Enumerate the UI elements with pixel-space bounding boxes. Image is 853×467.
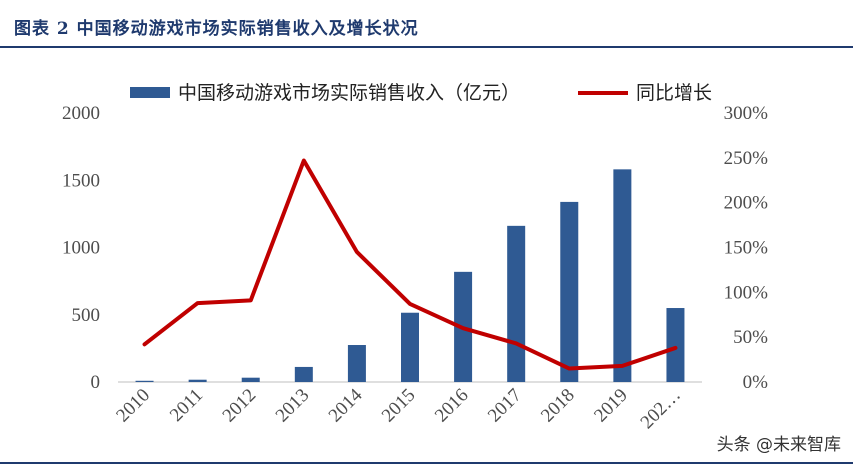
- bottom-rule: [0, 462, 853, 464]
- growth-point: [409, 303, 411, 305]
- growth-line-series: [142, 158, 678, 371]
- legend-line-label: 同比增长: [636, 82, 712, 104]
- bar: [347, 345, 366, 382]
- bar: [560, 201, 579, 382]
- bar: [666, 308, 685, 382]
- x-tick-label: 202…: [637, 385, 685, 433]
- legend-bar-label: 中国移动游戏市场实际销售收入（亿元）: [178, 82, 520, 104]
- bar: [188, 379, 207, 382]
- legend: 中国移动游戏市场实际销售收入（亿元） 同比增长: [130, 82, 712, 104]
- growth-point: [674, 347, 676, 349]
- y-right-tick-label: 0%: [743, 372, 769, 393]
- y-left-tick-label: 1500: [62, 170, 100, 191]
- legend-bar-swatch: [130, 87, 170, 98]
- growth-point: [568, 368, 570, 370]
- y-right-tick-label: 150%: [724, 238, 769, 259]
- growth-point: [250, 299, 252, 301]
- bar: [613, 169, 632, 382]
- x-tick-label: 2012: [219, 385, 261, 427]
- x-tick-label: 2017: [484, 385, 526, 427]
- figure-title: 图表 2 中国移动游戏市场实际销售收入及增长状况: [14, 19, 419, 39]
- x-tick-label: 2018: [537, 385, 579, 427]
- bar: [401, 312, 419, 382]
- y-right-tick-label: 100%: [724, 282, 769, 303]
- y-right-tick-label: 50%: [733, 327, 768, 348]
- bar: [507, 225, 526, 382]
- bar: [135, 380, 154, 382]
- x-tick-label: 2011: [166, 385, 207, 426]
- growth-point: [621, 365, 623, 367]
- title-rule: [0, 46, 853, 48]
- x-tick-label: 2013: [272, 385, 314, 427]
- x-tick-label: 2010: [112, 385, 154, 427]
- x-tick-label: 2015: [378, 385, 420, 427]
- growth-point: [356, 251, 358, 253]
- x-tick-label: 2019: [590, 385, 632, 427]
- growth-point: [462, 327, 464, 329]
- axes: 0 500 1000 1500 2000 0% 50% 100% 150% 200% 250% 300…: [62, 103, 768, 433]
- y-left-tick-label: 1000: [62, 238, 100, 259]
- watermark: 头条 @未来智库: [716, 435, 841, 455]
- growth-point: [144, 343, 146, 345]
- y-right-tick-label: 250%: [724, 148, 769, 169]
- growth-point: [303, 160, 305, 162]
- y-left-tick-label: 0: [91, 372, 101, 393]
- y-left-tick-label: 2000: [62, 103, 100, 124]
- bar-series: [135, 169, 685, 382]
- y-right-tick-label: 300%: [724, 103, 769, 124]
- bar: [241, 377, 260, 382]
- x-tick-label: 2014: [325, 384, 367, 426]
- growth-point: [197, 302, 199, 304]
- y-left-tick-label: 500: [72, 305, 101, 326]
- bar: [294, 366, 313, 382]
- growth-point: [515, 342, 517, 344]
- x-tick-label: 2016: [431, 385, 473, 427]
- y-right-tick-label: 200%: [724, 193, 769, 214]
